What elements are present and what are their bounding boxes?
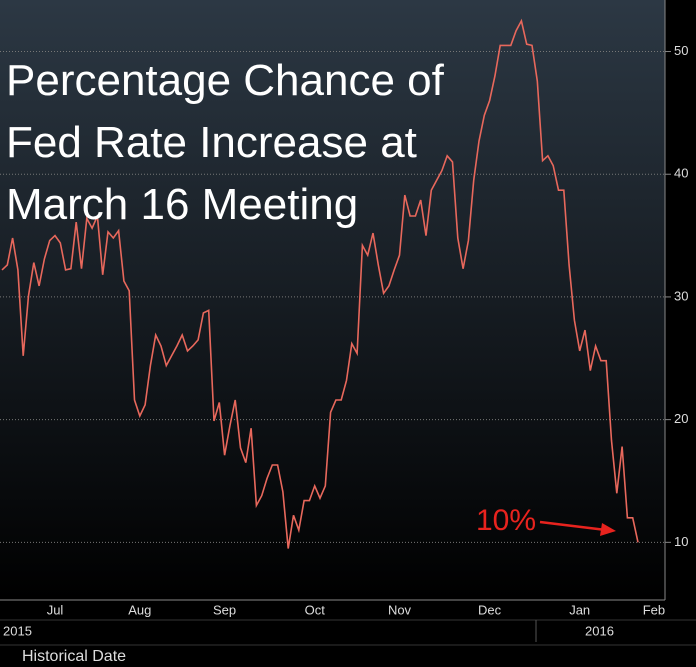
x-tick-label: Oct bbox=[305, 602, 326, 617]
x-tick-label: Jan bbox=[569, 602, 590, 617]
data-line bbox=[1, 18, 639, 549]
y-tick-label: 30 bbox=[674, 288, 688, 303]
x-tick-label: Sep bbox=[213, 602, 236, 617]
annotation: 10% bbox=[476, 504, 536, 537]
y-tick-label: 40 bbox=[674, 166, 688, 181]
x-tick-label: Dec bbox=[478, 602, 502, 617]
x-tick-label: Jul bbox=[47, 602, 64, 617]
x-tick-label: Aug bbox=[128, 602, 151, 617]
x-tick-label: Nov bbox=[388, 602, 412, 617]
chart-title: Percentage Chance of Fed Rate Increase a… bbox=[6, 56, 444, 229]
y-tick-label: 50 bbox=[674, 43, 688, 58]
year-label: 2016 bbox=[585, 623, 614, 638]
plot-background bbox=[0, 0, 665, 600]
y-tick-label: 10 bbox=[674, 534, 688, 549]
year-label: 2015 bbox=[3, 623, 32, 638]
x-tick-label: Feb bbox=[643, 602, 665, 617]
x-axis-title: Historical Date bbox=[22, 648, 126, 665]
y-tick-label: 20 bbox=[674, 411, 688, 426]
annotation-arrowhead bbox=[600, 523, 616, 536]
annotation-arrow bbox=[539, 520, 607, 532]
